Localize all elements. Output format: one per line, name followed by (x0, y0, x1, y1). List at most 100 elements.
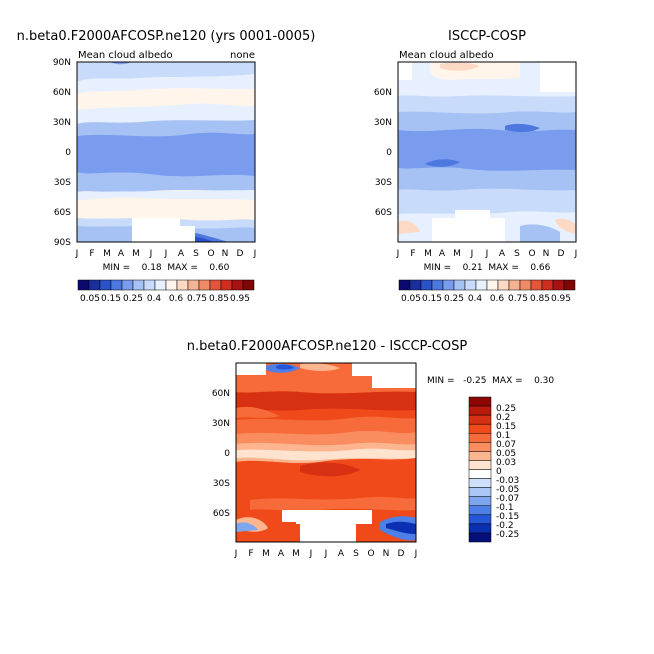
obs-xtick: J (470, 249, 474, 259)
obs-xtick: O (528, 249, 535, 259)
model-colorbar-labels: 0.05 0.15 0.25 0.4 0.6 0.75 0.85 0.95 (80, 294, 250, 304)
model-xtick: J (75, 249, 79, 259)
model-xtick: S (193, 249, 199, 259)
model-title: n.beta0.F2000AFCOSP.ne120 (yrs 0001-0005… (17, 29, 316, 44)
diff-colorbar-label: -0.05 (496, 485, 519, 495)
obs-plot-area (398, 62, 576, 242)
obs-colorbar-label: 0.25 (444, 294, 464, 304)
obs-colorbar-label: 0.95 (551, 294, 571, 304)
colorbar-swatch (468, 523, 492, 534)
diff-panel: n.beta0.F2000AFCOSP.ne120 - ISCCP-COSP (187, 339, 555, 559)
model-xtick: M (132, 249, 140, 259)
obs-colorbar-label: 0.85 (530, 294, 550, 304)
diff-colorbar-label: 0.15 (496, 422, 516, 432)
diff-colorbar-label: 0.1 (496, 431, 510, 441)
diff-colorbar-label: -0.1 (496, 503, 514, 513)
colorbar-swatch (468, 414, 492, 425)
obs-colorbar-label: 0.15 (422, 294, 442, 304)
colorbar-swatch (99, 279, 112, 291)
colorbar-swatch (468, 396, 492, 407)
model-xtick: D (237, 249, 244, 259)
diff-colorbar-label: 0.03 (496, 458, 516, 468)
colorbar-swatch (165, 279, 178, 291)
diff-colorbar-labels: 0.25 0.2 0.15 0.1 0.07 0.05 0.03 0 -0.03… (496, 404, 519, 540)
diff-xtick: J (324, 549, 328, 559)
model-colorbar-label: 0.75 (187, 294, 207, 304)
model-plot-frame (76, 61, 256, 243)
obs-xtick: F (410, 249, 415, 259)
diff-xtick: A (338, 549, 345, 559)
obs-xtick: J (396, 249, 400, 259)
diff-xtick: M (292, 549, 300, 559)
model-colorbar-label: 0.15 (101, 294, 121, 304)
model-xtick: J (149, 249, 153, 259)
model-plot-area (77, 62, 255, 242)
colorbar-swatch (468, 514, 492, 525)
diff-xtick: F (248, 549, 253, 559)
diff-colorbar-label: 0.05 (496, 449, 516, 459)
colorbar-swatch (220, 279, 233, 291)
model-panel: n.beta0.F2000AFCOSP.ne120 (yrs 0001-0005… (17, 29, 316, 304)
diff-colorbar-label: -0.25 (496, 530, 519, 540)
colorbar-swatch (475, 279, 488, 291)
colorbar-swatch (242, 279, 255, 291)
colorbar-swatch (143, 279, 156, 291)
obs-colorbar-labels: 0.05 0.15 0.25 0.4 0.6 0.75 0.85 0.95 (401, 294, 571, 304)
obs-subtitle: Mean cloud albedo (399, 50, 494, 61)
colorbar-swatch (486, 279, 499, 291)
colorbar-swatch (468, 433, 492, 443)
model-xtick: F (89, 249, 94, 259)
colorbar-swatch (530, 279, 543, 291)
diff-colorbar-label: 0.07 (496, 440, 516, 450)
model-ytick: 30S (54, 178, 71, 188)
diff-colorbar (468, 396, 492, 543)
obs-ytick: 30N (374, 118, 392, 128)
diff-colorbar-label: -0.2 (496, 521, 514, 531)
obs-xtick: M (453, 249, 461, 259)
colorbar-swatch (468, 505, 492, 516)
model-x-axis: J F M A M J J A S O N D J (75, 249, 257, 259)
colorbar-swatch (468, 496, 492, 507)
colorbar-swatch (409, 279, 422, 291)
obs-plot-frame (397, 61, 577, 243)
obs-y-axis: 60N 30N 0 30S 60S (374, 88, 392, 218)
obs-ytick: 30S (375, 178, 392, 188)
model-ytick: 30N (53, 118, 71, 128)
colorbar-swatch (468, 451, 492, 461)
colorbar-swatch (453, 279, 466, 291)
obs-x-axis: J F M A M J J A S O N D J (396, 249, 578, 259)
colorbar-swatch (563, 279, 576, 291)
diff-xtick: N (383, 549, 390, 559)
diff-colorbar-label: -0.07 (496, 494, 519, 504)
obs-xtick: J (574, 249, 578, 259)
colorbar-swatch (468, 469, 492, 479)
diff-x-axis: J F M A M J J A S O N D J (234, 549, 418, 559)
colorbar-swatch (209, 279, 222, 291)
colorbar-swatch (110, 279, 123, 291)
diff-xtick: A (278, 549, 285, 559)
obs-xtick: N (543, 249, 550, 259)
obs-xtick: A (499, 249, 506, 259)
colorbar-swatch (442, 279, 455, 291)
model-colorbar-label: 0.95 (230, 294, 250, 304)
colorbar-swatch (552, 279, 565, 291)
colorbar-swatch (464, 279, 477, 291)
obs-ytick: 60S (375, 208, 392, 218)
diff-colorbar-label: 0.25 (496, 404, 516, 414)
model-colorbar-label: 0.85 (209, 294, 229, 304)
colorbar-swatch (468, 460, 492, 470)
obs-panel: ISCCP-COSP Mean cloud albedo 60N 30N 0 3 (374, 29, 578, 304)
obs-title: ISCCP-COSP (448, 29, 526, 44)
obs-colorbar-label: 0.75 (508, 294, 528, 304)
model-xtick: N (222, 249, 229, 259)
colorbar-swatch (508, 279, 521, 291)
obs-ytick: 60N (374, 88, 392, 98)
colorbar-swatch (468, 423, 492, 434)
diff-xtick: J (414, 549, 418, 559)
diff-plot-area (236, 363, 416, 542)
diff-colorbar-label: 0.2 (496, 413, 510, 423)
obs-colorbar-label: 0.4 (468, 294, 483, 304)
obs-colorbar-label: 0.05 (401, 294, 421, 304)
colorbar-swatch (231, 279, 244, 291)
